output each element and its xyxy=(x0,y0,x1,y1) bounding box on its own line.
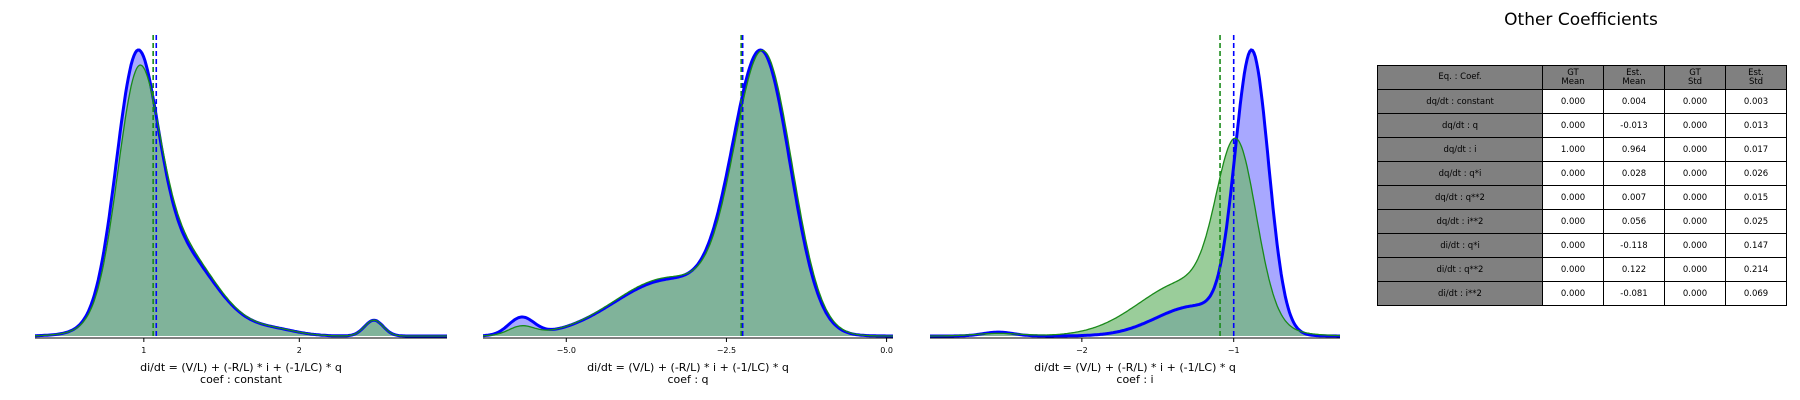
table-cell: -0.118 xyxy=(1603,233,1665,258)
table-row-label: dq/dt : i**2 xyxy=(1377,209,1543,234)
coef-label: coef : q xyxy=(667,373,708,386)
table-cell: 0.214 xyxy=(1725,257,1787,282)
gt-density-area xyxy=(930,50,1340,336)
table-body: dq/dt : constant 0.000 0.004 0.000 0.003 dq/d… xyxy=(1377,89,1787,306)
table-cell: 0.000 xyxy=(1664,89,1726,114)
table-cell: 0.028 xyxy=(1603,161,1665,186)
table-row-label: dq/dt : q**2 xyxy=(1377,185,1543,210)
table-row: dq/dt : q 0.000 -0.013 0.000 0.013 xyxy=(1377,113,1787,138)
table-cell: 0.000 xyxy=(1542,113,1604,138)
table-row: dq/dt : i 1.000 0.964 0.000 0.017 xyxy=(1377,137,1787,162)
table-row: di/dt : q*i 0.000 -0.118 0.000 0.147 xyxy=(1377,233,1787,258)
table-row: dq/dt : i**2 0.000 0.056 0.000 0.025 xyxy=(1377,209,1787,234)
table-cell: 0.056 xyxy=(1603,209,1665,234)
est-density-line xyxy=(35,64,447,337)
x-tick-label: −2.5 xyxy=(717,346,736,355)
density-panel-1: 1 2 di/dt = (V/L) + (-R/L) * i + (-1/LC) *… xyxy=(35,35,447,386)
x-axis-label: di/dt = (V/L) + (-R/L) * i + (-1/LC) * q xyxy=(1034,361,1236,374)
table-cell: 0.000 xyxy=(1664,281,1726,306)
x-tick-label: 1 xyxy=(141,346,146,355)
table-row: dq/dt : constant 0.000 0.004 0.000 0.003 xyxy=(1377,89,1787,114)
est-density-line xyxy=(930,137,1341,337)
table-cell: 1.000 xyxy=(1542,137,1604,162)
est-density-area xyxy=(483,50,893,337)
table-cell: 0.013 xyxy=(1725,113,1787,138)
table-header-cell: Est. Std xyxy=(1725,65,1787,90)
x-axis-label: di/dt = (V/L) + (-R/L) * i + (-1/LC) * q xyxy=(587,361,789,374)
x-tick-label: 0.0 xyxy=(880,346,893,355)
table-cell: 0.000 xyxy=(1542,89,1604,114)
table-cell: 0.003 xyxy=(1725,89,1787,114)
table-cell: 0.000 xyxy=(1542,209,1604,234)
table-cell: 0.000 xyxy=(1664,209,1726,234)
table-row: di/dt : q**2 0.000 0.122 0.000 0.214 xyxy=(1377,257,1787,282)
table-cell: 0.000 xyxy=(1664,161,1726,186)
table-cell: 0.000 xyxy=(1542,161,1604,186)
table-header-cell: GT Std xyxy=(1664,65,1726,90)
coef-label: coef : i xyxy=(1116,373,1153,386)
table-cell: 0.004 xyxy=(1603,89,1665,114)
est-density-area xyxy=(930,138,1340,336)
table-row-label: dq/dt : q*i xyxy=(1377,161,1543,186)
gt-density-line xyxy=(930,48,1340,338)
table-cell: 0.026 xyxy=(1725,161,1787,186)
table-cell: 0.000 xyxy=(1664,113,1726,138)
x-tick-label: −5.0 xyxy=(557,346,576,355)
table-row: dq/dt : q*i 0.000 0.028 0.000 0.026 xyxy=(1377,161,1787,186)
x-tick-label: 2 xyxy=(297,346,302,355)
est-density-area xyxy=(35,65,447,336)
table-header-cell: Eq. : Coef. xyxy=(1377,65,1543,90)
table-cell: 0.122 xyxy=(1603,257,1665,282)
table-cell: 0.007 xyxy=(1603,185,1665,210)
table-row-label: dq/dt : constant xyxy=(1377,89,1543,114)
table-cell: 0.000 xyxy=(1664,233,1726,258)
table-header-cell: Est. Mean xyxy=(1603,65,1665,90)
table-cell: 0.000 xyxy=(1664,185,1726,210)
table-cell: 0.015 xyxy=(1725,185,1787,210)
table-header-row: Eq. : Coef. GT Mean Est. Mean GT Std Est. Std xyxy=(1377,65,1787,90)
density-panel-3: −2 −1 di/dt = (V/L) + (-R/L) * i + (-1/LC)… xyxy=(930,35,1341,386)
table-header-cell: GT Mean xyxy=(1542,65,1604,90)
density-panel-2: −5.0 −2.5 0.0 di/dt = (V/L) + (-R/L) * i + … xyxy=(483,35,893,386)
table-cell: 0.000 xyxy=(1542,185,1604,210)
x-axis-label: di/dt = (V/L) + (-R/L) * i + (-1/LC) * q xyxy=(140,361,342,374)
table-row: dq/dt : q**2 0.000 0.007 0.000 0.015 xyxy=(1377,185,1787,210)
est-density-line xyxy=(483,49,893,337)
coef-label: coef : constant xyxy=(200,373,283,386)
table-cell: -0.081 xyxy=(1603,281,1665,306)
table-row-label: dq/dt : q xyxy=(1377,113,1543,138)
table-cell: 0.000 xyxy=(1542,281,1604,306)
x-tick-label: −1 xyxy=(1228,346,1240,355)
table-cell: 0.069 xyxy=(1725,281,1787,306)
table-row-label: di/dt : i**2 xyxy=(1377,281,1543,306)
table-cell: 0.000 xyxy=(1542,257,1604,282)
table-row-label: di/dt : q**2 xyxy=(1377,257,1543,282)
table-cell: 0.000 xyxy=(1542,233,1604,258)
table-title: Other Coefficients xyxy=(1504,10,1658,30)
x-tick-label: −2 xyxy=(1076,346,1088,355)
table-cell: 0.964 xyxy=(1603,137,1665,162)
table-cell: 0.147 xyxy=(1725,233,1787,258)
table-cell: 0.000 xyxy=(1664,137,1726,162)
table-cell: 0.025 xyxy=(1725,209,1787,234)
table-row-label: di/dt : q*i xyxy=(1377,233,1543,258)
table-row-label: dq/dt : i xyxy=(1377,137,1543,162)
coefficients-table: Eq. : Coef. GT Mean Est. Mean GT Std Est. Std dq… xyxy=(1377,65,1787,306)
table-cell: 0.000 xyxy=(1664,257,1726,282)
table-row: di/dt : i**2 0.000 -0.081 0.000 0.069 xyxy=(1377,281,1787,306)
table-cell: -0.013 xyxy=(1603,113,1665,138)
table-cell: 0.017 xyxy=(1725,137,1787,162)
